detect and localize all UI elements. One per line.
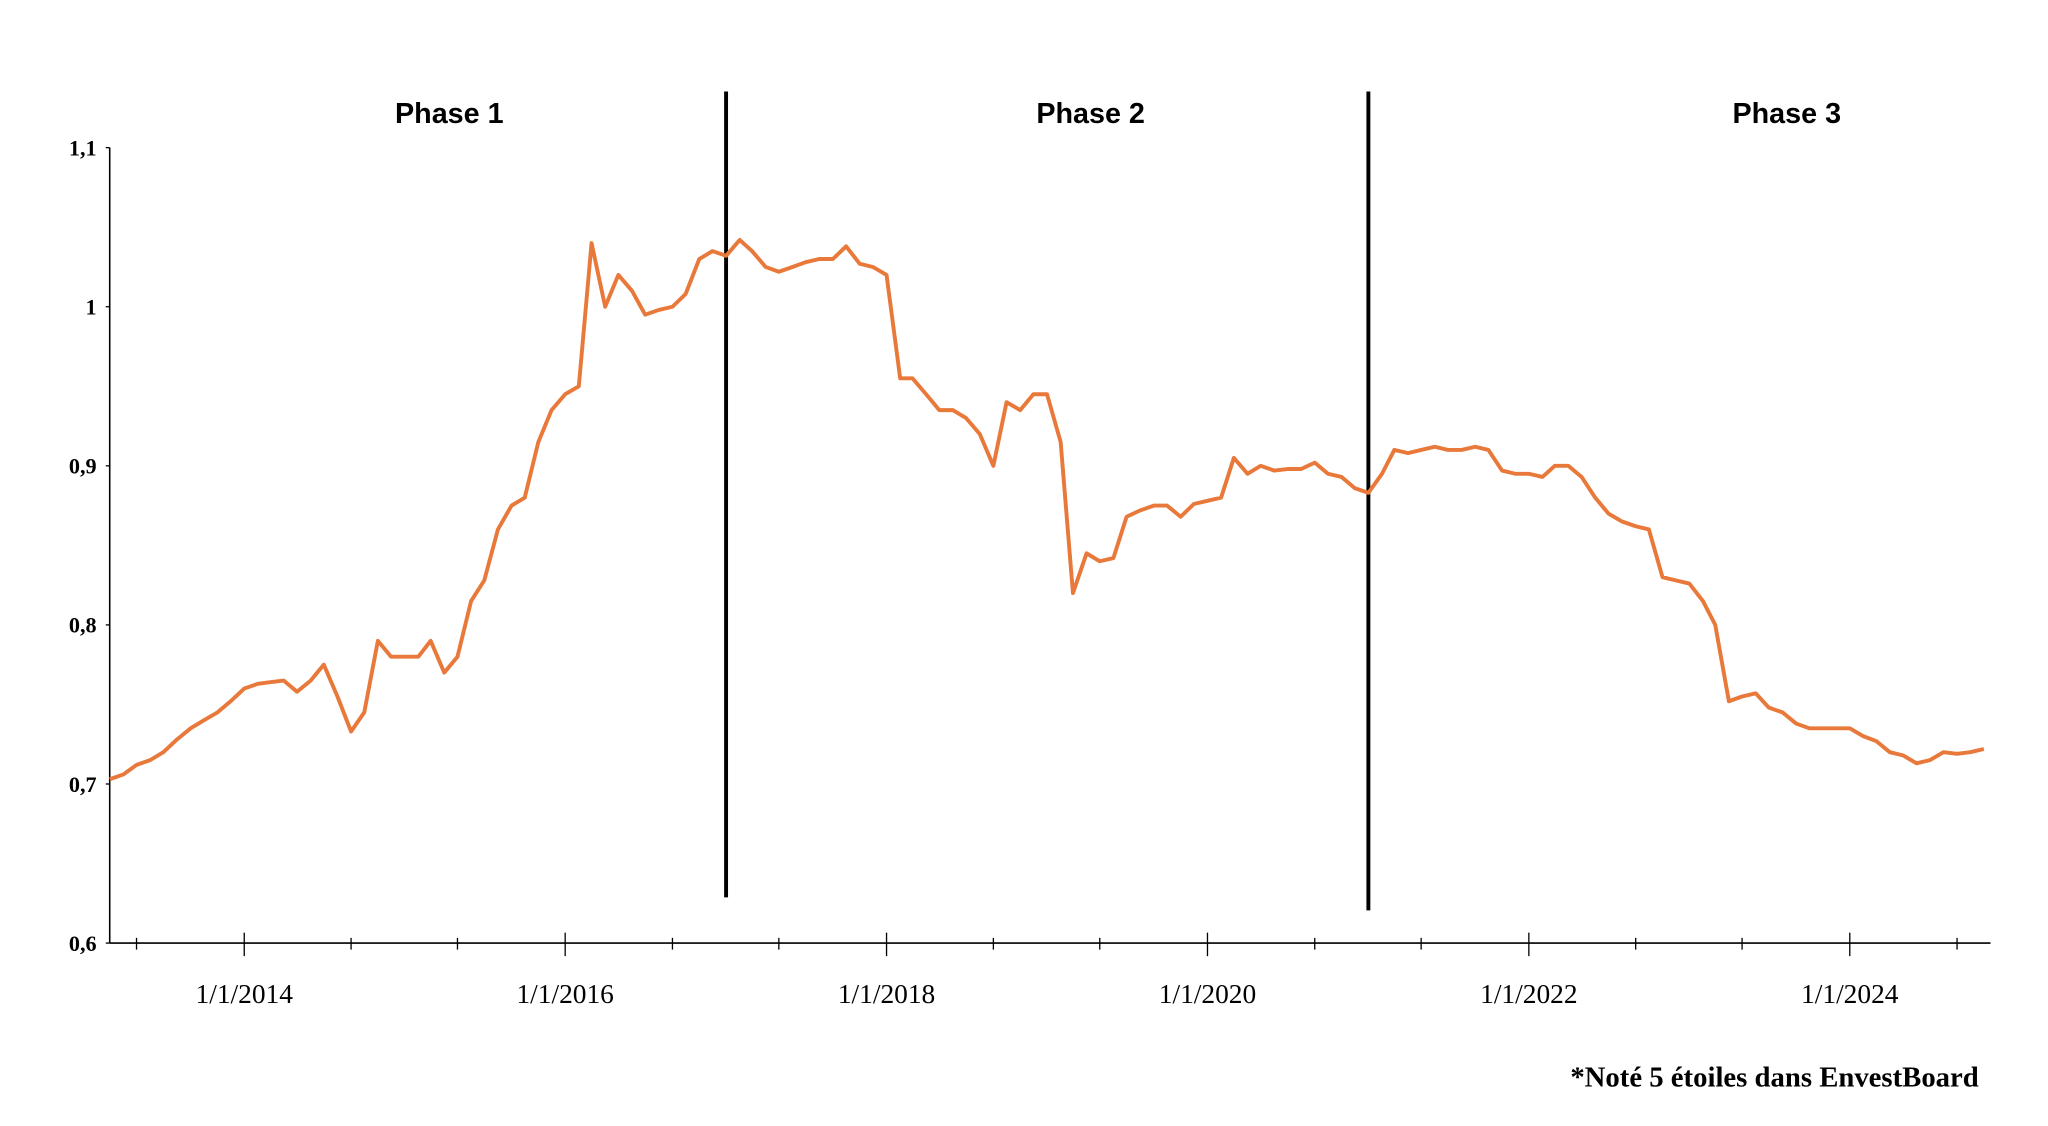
phase-label: Phase 2 [1036, 98, 1145, 130]
data-line [109, 237, 1985, 782]
x-tick-label: 1/1/2014 [196, 979, 294, 1009]
y-tick-label: 1,1 [69, 135, 97, 160]
x-tick-label: 1/1/2018 [838, 979, 935, 1009]
phase-label: Phase 1 [395, 98, 504, 130]
y-tick-label: 0,6 [69, 931, 97, 956]
y-tick-label: 0,9 [69, 454, 97, 479]
y-tick-label: 1 [86, 295, 97, 320]
x-tick-label: 1/1/2024 [1801, 979, 1899, 1009]
y-tick-label: 0,8 [69, 613, 97, 638]
phase-label: Phase 3 [1732, 98, 1841, 130]
y-tick-label: 0,7 [69, 772, 97, 797]
x-tick-label: 1/1/2020 [1159, 979, 1256, 1009]
x-tick-label: 1/1/2022 [1480, 979, 1577, 1009]
x-tick-label: 1/1/2016 [516, 979, 613, 1009]
footnote: *Noté 5 étoiles dans EnvestBoard [1570, 1062, 1978, 1094]
